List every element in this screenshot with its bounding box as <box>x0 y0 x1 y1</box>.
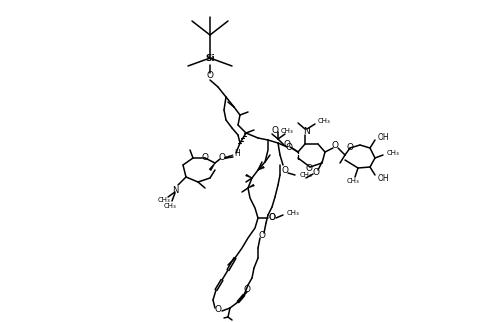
Text: O: O <box>284 139 291 148</box>
Polygon shape <box>245 174 252 178</box>
Text: O: O <box>347 143 354 151</box>
Text: CH₃: CH₃ <box>158 197 170 203</box>
Text: O: O <box>259 231 266 240</box>
Text: O: O <box>286 143 293 151</box>
Text: O: O <box>269 213 276 223</box>
Text: CH₃: CH₃ <box>387 150 400 156</box>
Text: Si: Si <box>205 53 215 62</box>
Text: O: O <box>243 286 250 295</box>
Polygon shape <box>248 184 255 188</box>
Text: O: O <box>201 153 208 162</box>
Polygon shape <box>258 166 265 170</box>
Text: O: O <box>306 164 313 173</box>
Text: N: N <box>304 127 311 136</box>
Text: CH₃: CH₃ <box>164 203 176 209</box>
Text: H: H <box>234 148 240 157</box>
Text: O: O <box>214 306 221 315</box>
Text: O: O <box>313 167 320 176</box>
Text: CH₃: CH₃ <box>281 128 294 134</box>
Text: OH: OH <box>378 174 390 183</box>
Text: CH₃: CH₃ <box>347 178 359 184</box>
Text: O: O <box>218 153 225 162</box>
Text: CH₃: CH₃ <box>287 210 300 216</box>
Polygon shape <box>224 155 233 159</box>
Text: N: N <box>172 185 178 194</box>
Text: CH₃: CH₃ <box>300 172 313 178</box>
Text: O: O <box>282 166 289 175</box>
Polygon shape <box>209 163 215 171</box>
Text: CH₃: CH₃ <box>318 118 331 124</box>
Text: O: O <box>206 71 213 80</box>
Text: OH: OH <box>378 132 390 141</box>
Text: O: O <box>269 213 276 223</box>
Text: O: O <box>332 140 339 149</box>
Text: O: O <box>272 126 279 135</box>
